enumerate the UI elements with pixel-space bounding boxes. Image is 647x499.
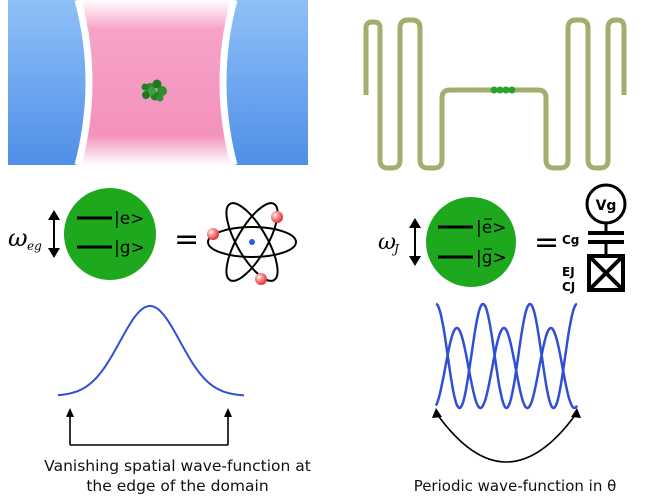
- cpw-resonator: [363, 17, 627, 171]
- equals-sign-left: =: [174, 222, 199, 257]
- state-e-label: |e>: [114, 209, 144, 229]
- left-caption-line1: Vanishing spatial wave-function at: [44, 457, 311, 475]
- cj-label: CJ: [562, 280, 575, 294]
- periodic-wavefunction: [432, 302, 581, 463]
- cg-label: Cg: [562, 233, 579, 247]
- resonator-line: [363, 17, 627, 171]
- nucleus: [249, 239, 255, 245]
- omega-eg-symbol: ω: [8, 224, 28, 252]
- transmon-level-diagram: ω J |e> |g> = Vg Cg EJ CJ: [378, 183, 627, 294]
- state-e-label: |e>: [476, 218, 506, 238]
- vg-label: Vg: [596, 198, 617, 214]
- boundary-arrows-left: [66, 408, 232, 446]
- omega-j-subscript: J: [391, 242, 400, 256]
- periodic-curve-lower: [434, 326, 579, 410]
- periodic-curve-upper: [435, 302, 578, 410]
- atom-level-diagram: ω eg |e> |g> =: [8, 188, 297, 285]
- left-caption: Vanishing spatial wave-function at the e…: [40, 456, 315, 496]
- electron: [271, 211, 283, 223]
- cavity-mirror-left: [74, 0, 93, 166]
- electron: [207, 228, 219, 240]
- gaussian-curve: [57, 305, 245, 397]
- omega-eg-subscript: eg: [27, 239, 42, 253]
- atom-cluster: [141, 79, 167, 102]
- optical-cavity: [8, 0, 308, 166]
- double-arrow-right: [409, 218, 421, 266]
- state-g-label: |g>: [476, 248, 507, 268]
- electron: [255, 273, 267, 285]
- atom-qubit-circle: [64, 188, 156, 280]
- transmon-qubit-circle: [426, 197, 516, 287]
- equals-sign-right: =: [534, 225, 559, 260]
- atom-icon: [207, 202, 297, 285]
- resonator-atoms: [490, 86, 516, 94]
- periodic-boundary-arrow: [432, 408, 581, 463]
- transmon-circuit: Vg Cg EJ CJ: [562, 183, 627, 294]
- cavity-mirror-right: [219, 0, 238, 166]
- ej-label: EJ: [562, 265, 575, 279]
- left-caption-line2: the edge of the domain: [86, 477, 269, 495]
- right-caption: Periodic wave-function in θ: [413, 477, 617, 495]
- state-g-label: |g>: [114, 238, 145, 258]
- double-arrow-left: [48, 210, 60, 258]
- gaussian-wavefunction: [57, 305, 245, 446]
- omega-j-symbol: ω: [378, 230, 396, 255]
